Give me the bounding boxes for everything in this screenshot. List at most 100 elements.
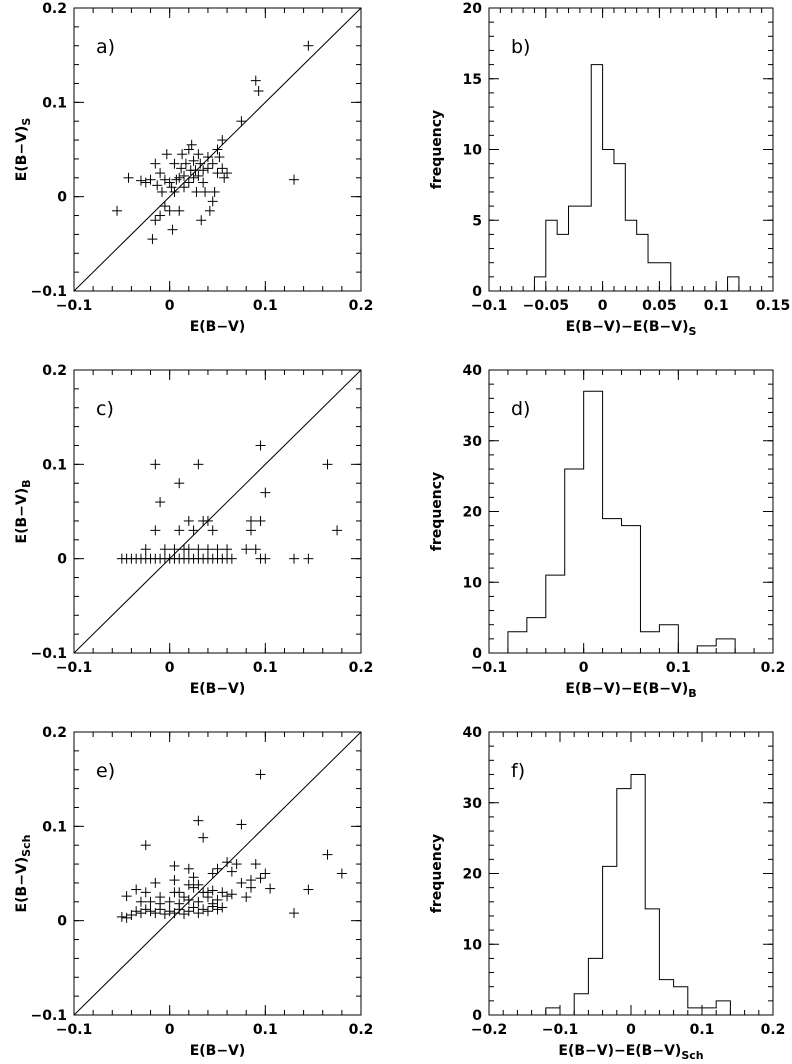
x-axis-label: E(B−V) (190, 1043, 246, 1059)
data-point (135, 175, 146, 186)
label-subscript: B (20, 480, 33, 488)
data-point (155, 210, 166, 221)
x-tick-label: 0.1 (666, 660, 691, 676)
data-point (183, 879, 194, 890)
data-point (188, 902, 199, 913)
label-subscript: Sch (20, 835, 33, 857)
data-point (174, 525, 185, 536)
data-point (164, 896, 175, 907)
data-point (180, 158, 191, 169)
data-point (150, 877, 161, 888)
y-tick-label: 40 (463, 363, 483, 379)
data-point (289, 908, 300, 919)
data-point (174, 172, 185, 183)
data-point (193, 459, 204, 470)
label-main: E(B−V) (190, 1043, 246, 1059)
x-tick-label: 0 (165, 298, 175, 314)
data-point (150, 158, 161, 169)
data-point (188, 872, 199, 883)
data-point (131, 906, 142, 917)
x-tick-label: 0.1 (690, 1022, 715, 1038)
x-axis-label: E(B−V)−E(B−V)Sch (558, 1043, 703, 1062)
data-point (265, 883, 276, 894)
plot-frame (73, 7, 362, 292)
data-point (245, 515, 256, 526)
data-point (140, 177, 151, 188)
x-tick-label: 0.2 (761, 1022, 786, 1038)
x-tick-label: 0.1 (704, 298, 729, 314)
data-point (159, 544, 170, 555)
data-point (212, 168, 223, 179)
data-point (140, 887, 151, 898)
x-tick-label: −0.05 (523, 298, 569, 314)
data-point (202, 515, 213, 526)
data-point (145, 896, 156, 907)
data-point (222, 857, 233, 868)
y-tick-label: 0 (57, 914, 67, 930)
data-point (226, 553, 237, 564)
y-tick-label: −0.1 (30, 1008, 67, 1024)
data-point (164, 205, 175, 216)
data-point (145, 174, 156, 185)
label-main: frequency (429, 834, 445, 913)
data-point (193, 544, 204, 555)
x-tick-label: −0.1 (56, 1022, 93, 1038)
data-point (202, 887, 213, 898)
data-point (193, 815, 204, 826)
x-axis-label: E(B−V)−E(B−V)B (565, 681, 696, 700)
data-point (202, 544, 213, 555)
y-tick-label: 0 (472, 1008, 482, 1024)
data-point (202, 163, 213, 174)
panel-label: e) (96, 760, 115, 782)
y-tick-label: 20 (463, 1, 483, 17)
data-point (250, 544, 261, 555)
data-point (147, 234, 158, 245)
data-point (183, 544, 194, 555)
data-point (140, 904, 151, 915)
y-tick-label: 20 (463, 505, 483, 521)
data-point (193, 149, 204, 160)
data-point (159, 909, 170, 920)
data-point (179, 182, 190, 193)
label-main: frequency (429, 110, 445, 189)
data-point (222, 168, 233, 179)
data-point (303, 40, 314, 51)
data-point (207, 898, 218, 909)
data-point (161, 149, 172, 160)
data-point (241, 892, 252, 903)
data-point (169, 186, 180, 197)
data-point (260, 487, 271, 498)
data-point (167, 224, 178, 235)
data-point (236, 819, 247, 830)
data-point (226, 889, 237, 900)
x-tick-label: −0.1 (471, 298, 508, 314)
y-axis-label: E(B−V)S (14, 118, 33, 182)
data-point (121, 891, 132, 902)
data-point (183, 863, 194, 874)
data-point (174, 205, 185, 216)
y-axis-label: frequency (429, 110, 445, 189)
data-point (198, 177, 209, 188)
label-main: E(B−V) (14, 126, 30, 182)
y-tick-label: 40 (463, 725, 483, 741)
x-tick-label: −0.1 (542, 1022, 579, 1038)
data-point (255, 769, 266, 780)
x-tick-label: 0.1 (253, 298, 278, 314)
data-point (289, 174, 300, 185)
x-tick-label: 0.2 (349, 298, 374, 314)
y-tick-label: 5 (472, 213, 482, 229)
data-point (250, 859, 261, 870)
data-point (198, 904, 209, 915)
label-main: E(B−V) (190, 319, 246, 335)
panel-d: −0.1 0 0.1 0.2010203040E(B−V)−E(B−V)Bfreque… (429, 363, 785, 700)
label-main: E(B−V)−E(B−V) (566, 319, 689, 335)
x-tick-label: 0 (579, 660, 589, 676)
data-point (202, 906, 213, 917)
x-tick-label: 0 (598, 298, 608, 314)
panel-c: −0.1 0 0.1 0.2−0.100.10.2E(B−V)E(B−V)Bc) (14, 363, 373, 697)
data-point (155, 892, 166, 903)
panel-label: a) (96, 36, 115, 58)
data-point (303, 553, 314, 564)
